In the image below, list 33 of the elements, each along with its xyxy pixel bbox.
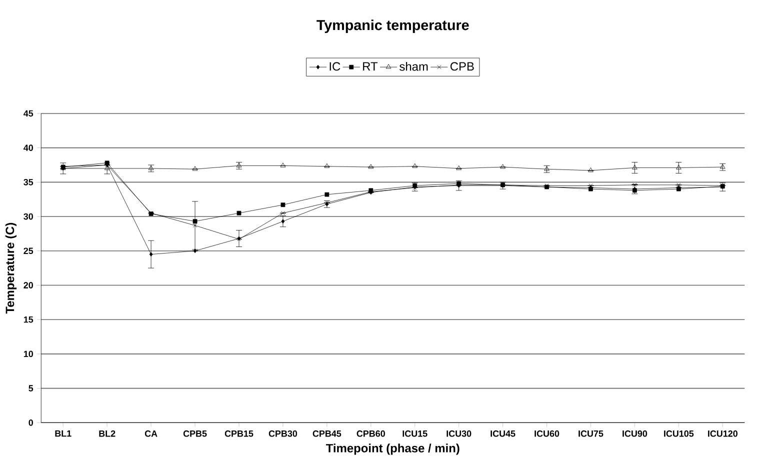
x-tick-label: CPB60: [356, 430, 385, 437]
y-axis-title: Temperature (C): [5, 223, 17, 314]
y-tick-label: 0: [28, 420, 34, 426]
x-tick-label: CPB15: [224, 430, 254, 437]
chart-title: Tympanic temperature: [316, 20, 469, 34]
legend-label: IC: [330, 62, 340, 71]
x-tick-label: ICU75: [578, 430, 604, 437]
x-tick-label: BL1: [55, 430, 72, 437]
x-tick-label: ICU60: [534, 430, 560, 437]
y-tick-label: 10: [24, 350, 33, 358]
y-tick-label: 30: [24, 213, 33, 220]
y-tick-label: 35: [24, 179, 34, 186]
x-tick-label: CA: [144, 430, 158, 437]
y-tick-label: 40: [24, 144, 33, 152]
x-tick-label: ICU90: [622, 430, 648, 437]
y-tick-label: 45: [24, 110, 34, 117]
x-tick-label: BL2: [99, 430, 116, 437]
x-tick-label: ICU120: [708, 430, 738, 437]
x-tick-label: ICU105: [664, 430, 694, 437]
legend-label: CPB: [450, 62, 474, 71]
legend-label: RT: [363, 62, 378, 71]
y-tick-label: 15: [24, 316, 34, 323]
y-tick-label: 25: [24, 248, 34, 254]
x-tick-label: CPB30: [268, 430, 298, 437]
legend-label: sham: [400, 62, 428, 71]
y-tick-label: 20: [24, 282, 33, 289]
y-tick-label: 5: [28, 385, 34, 392]
x-tick-label: ICU15: [402, 430, 428, 437]
x-axis-title: Timepoint (phase / min): [326, 444, 460, 455]
x-tick-label: CPB45: [312, 430, 342, 437]
x-tick-label: CPB5: [183, 430, 207, 437]
x-tick-label: ICU45: [490, 430, 516, 437]
x-tick-label: ICU30: [446, 430, 472, 437]
